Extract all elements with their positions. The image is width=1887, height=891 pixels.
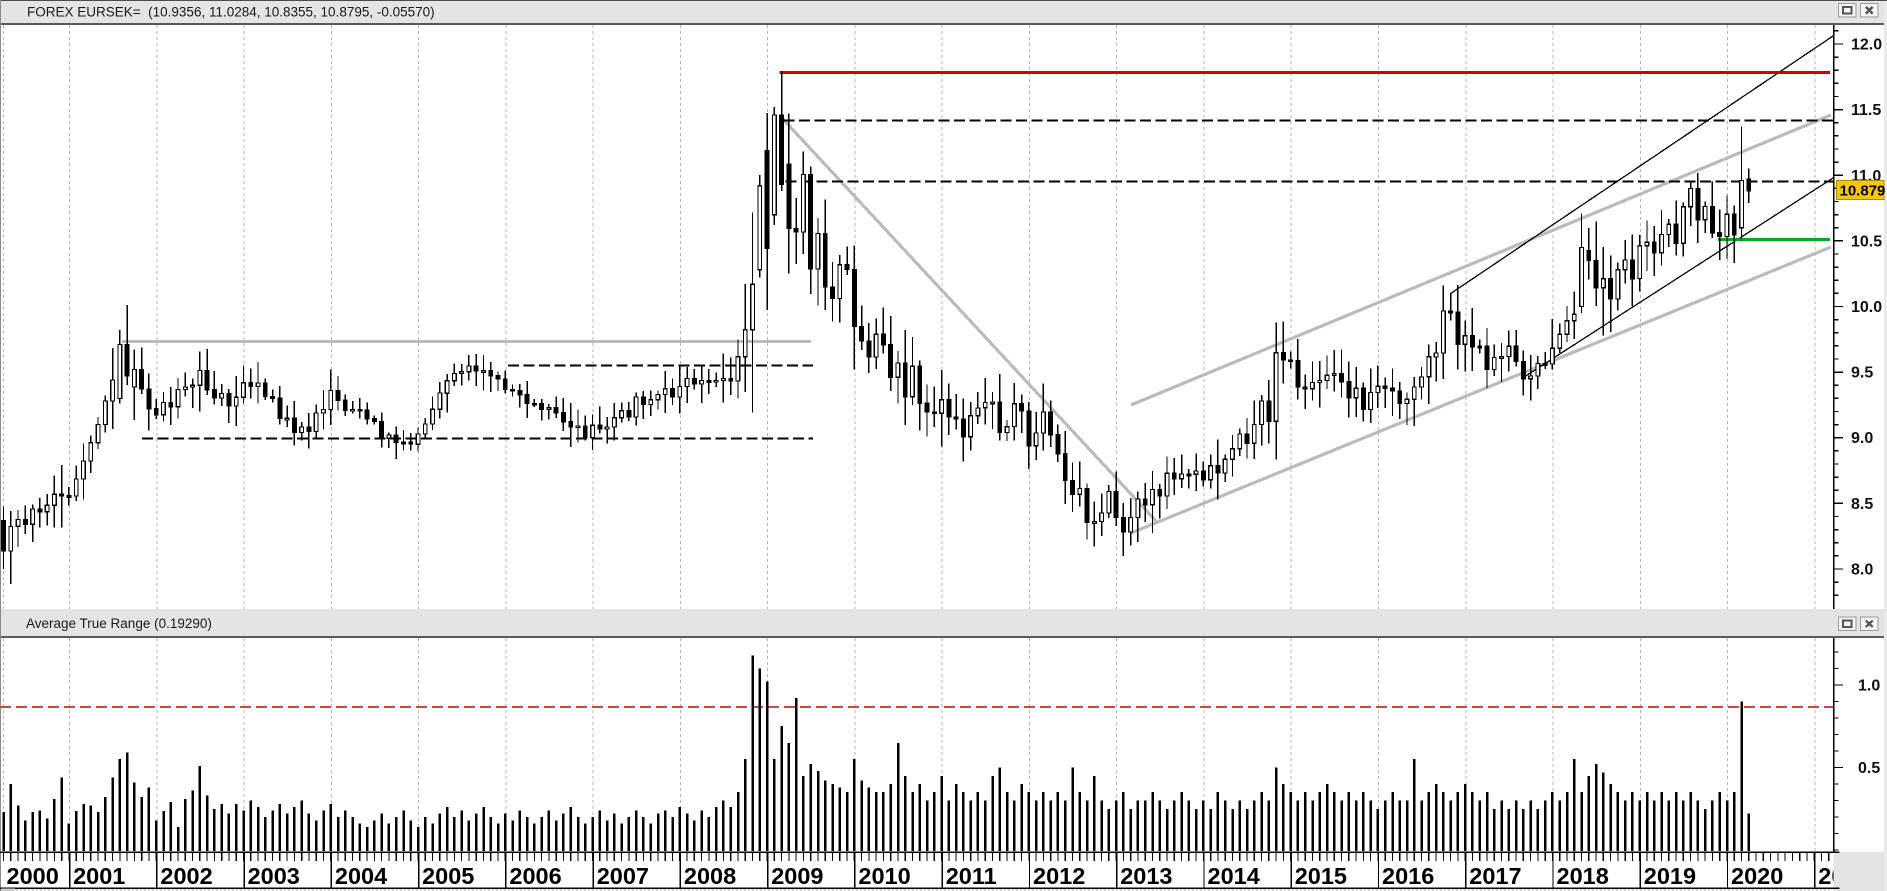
svg-text:2020: 2020 <box>1731 863 1783 889</box>
svg-text:2005: 2005 <box>422 863 474 889</box>
svg-text:2013: 2013 <box>1120 863 1172 889</box>
svg-text:1.0: 1.0 <box>1858 678 1880 695</box>
svg-text:2011: 2011 <box>946 863 997 889</box>
svg-text:2021: 2021 <box>1818 863 1870 889</box>
svg-text:8.5: 8.5 <box>1851 496 1873 513</box>
svg-text:10.5: 10.5 <box>1851 233 1882 250</box>
svg-text:2003: 2003 <box>248 863 300 889</box>
svg-text:2016: 2016 <box>1382 863 1434 889</box>
svg-text:10.0: 10.0 <box>1851 299 1882 316</box>
svg-text:2008: 2008 <box>684 863 736 889</box>
svg-text:2000: 2000 <box>7 863 59 889</box>
svg-text:0.5: 0.5 <box>1858 760 1880 777</box>
svg-text:2004: 2004 <box>335 863 387 889</box>
svg-text:2001: 2001 <box>73 863 125 889</box>
svg-text:2014: 2014 <box>1208 863 1260 889</box>
svg-text:9.0: 9.0 <box>1851 430 1873 447</box>
svg-text:2007: 2007 <box>597 863 649 889</box>
svg-text:2017: 2017 <box>1469 863 1521 889</box>
svg-text:FOREX EURSEK= (10.9356, 11.02: FOREX EURSEK= (10.9356, 11.0284, 10.8355… <box>27 5 435 20</box>
svg-text:2010: 2010 <box>858 863 910 889</box>
svg-text:Average True Range (0.19290): Average True Range (0.19290) <box>26 616 212 631</box>
svg-text:2015: 2015 <box>1295 863 1347 889</box>
svg-text:2012: 2012 <box>1033 863 1085 889</box>
svg-text:2009: 2009 <box>771 863 823 889</box>
svg-text:2019: 2019 <box>1644 863 1696 889</box>
svg-text:12.0: 12.0 <box>1851 37 1882 54</box>
svg-text:2018: 2018 <box>1557 863 1609 889</box>
svg-text:10.879: 10.879 <box>1840 183 1886 200</box>
svg-text:2006: 2006 <box>509 863 561 889</box>
svg-text:9.5: 9.5 <box>1851 365 1873 382</box>
svg-text:11.5: 11.5 <box>1851 102 1881 119</box>
svg-text:8.0: 8.0 <box>1851 562 1873 579</box>
svg-text:2002: 2002 <box>160 863 212 889</box>
